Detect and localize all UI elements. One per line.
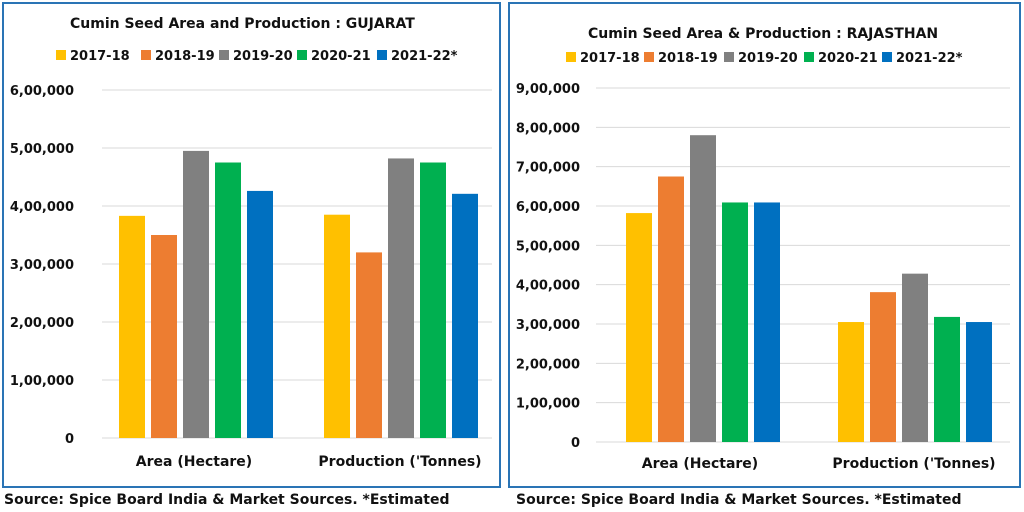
chart-title: Cumin Seed Area & Production : RAJASTHAN xyxy=(588,26,938,42)
x-category-label: Production ('Tonnes) xyxy=(832,456,995,472)
legend-swatch-2020-21 xyxy=(804,52,814,62)
legend-label: 2021-22* xyxy=(896,51,963,66)
legend-label: 2020-21 xyxy=(818,51,878,66)
legend-swatch-2017-18 xyxy=(56,50,66,60)
bar-2017-18-production xyxy=(838,322,864,442)
legend-label: 2017-18 xyxy=(70,49,130,64)
y-tick-label: 0 xyxy=(571,436,580,451)
bar-2021-22-production xyxy=(452,193,478,438)
y-tick-label: 5,00,000 xyxy=(516,239,580,254)
legend-swatch-2017-18 xyxy=(566,52,576,62)
bar-2021-22-area xyxy=(247,190,273,438)
gujarat-chart-panel: Cumin Seed Area and Production : GUJARAT… xyxy=(2,2,501,488)
y-tick-label: 1,00,000 xyxy=(10,374,74,389)
y-tick-label: 5,00,000 xyxy=(10,142,74,157)
bar-2019-20-area xyxy=(690,135,716,442)
bar-2020-21-area xyxy=(215,162,241,438)
source-note-left: Source: Spice Board India & Market Sourc… xyxy=(4,492,450,508)
y-tick-label: 2,00,000 xyxy=(516,357,580,372)
legend-label: 2021-22* xyxy=(391,49,458,64)
y-tick-label: 4,00,000 xyxy=(516,279,580,294)
bar-2018-19-area xyxy=(151,235,177,438)
bar-2017-18-area xyxy=(626,213,652,442)
y-tick-label: 3,00,000 xyxy=(516,318,580,333)
source-note-right: Source: Spice Board India & Market Sourc… xyxy=(516,492,962,508)
legend-swatch-2018-19 xyxy=(644,52,654,62)
bar-2020-21-production xyxy=(934,316,960,442)
chart-title: Cumin Seed Area and Production : GUJARAT xyxy=(70,16,415,32)
x-category-label: Area (Hectare) xyxy=(136,454,252,470)
y-tick-label: 1,00,000 xyxy=(516,397,580,412)
bar-2017-18-production xyxy=(324,214,350,438)
bar-2018-19-production xyxy=(870,292,896,442)
rajasthan-chart-panel: Cumin Seed Area & Production : RAJASTHAN… xyxy=(508,2,1021,488)
bar-2020-21-production xyxy=(420,162,446,438)
y-tick-label: 3,00,000 xyxy=(10,258,74,273)
bar-2018-19-production xyxy=(356,252,382,438)
y-tick-label: 0 xyxy=(65,432,74,447)
bar-2019-20-production xyxy=(902,273,928,442)
legend-label: 2018-19 xyxy=(155,49,215,64)
bar-2019-20-production xyxy=(388,158,414,438)
gujarat-chart: Cumin Seed Area and Production : GUJARAT… xyxy=(10,16,492,470)
legend-swatch-2021-22 xyxy=(377,50,387,60)
legend-label: 2018-19 xyxy=(658,51,718,66)
legend-swatch-2019-20 xyxy=(724,52,734,62)
bar-2017-18-area xyxy=(119,215,145,438)
y-tick-label: 6,00,000 xyxy=(516,200,580,215)
y-tick-label: 9,00,000 xyxy=(516,82,580,97)
rajasthan-chart: Cumin Seed Area & Production : RAJASTHAN… xyxy=(516,26,1010,472)
legend-label: 2019-20 xyxy=(233,49,293,64)
legend-swatch-2019-20 xyxy=(219,50,229,60)
y-tick-label: 6,00,000 xyxy=(10,84,74,99)
bar-2019-20-area xyxy=(183,150,209,438)
bar-2020-21-area xyxy=(722,202,748,442)
x-category-label: Area (Hectare) xyxy=(642,456,758,472)
legend-label: 2019-20 xyxy=(738,51,798,66)
legend-label: 2020-21 xyxy=(311,49,371,64)
y-tick-label: 8,00,000 xyxy=(516,121,580,136)
legend-label: 2017-18 xyxy=(580,51,640,66)
bar-2021-22-area xyxy=(754,202,780,442)
x-category-label: Production ('Tonnes) xyxy=(318,454,481,470)
legend-swatch-2020-21 xyxy=(297,50,307,60)
bar-2021-22-production xyxy=(966,322,992,442)
y-tick-label: 7,00,000 xyxy=(516,161,580,176)
y-tick-label: 2,00,000 xyxy=(10,316,74,331)
legend-swatch-2021-22 xyxy=(882,52,892,62)
y-tick-label: 4,00,000 xyxy=(10,200,74,215)
bar-2018-19-area xyxy=(658,176,684,442)
legend-swatch-2018-19 xyxy=(141,50,151,60)
